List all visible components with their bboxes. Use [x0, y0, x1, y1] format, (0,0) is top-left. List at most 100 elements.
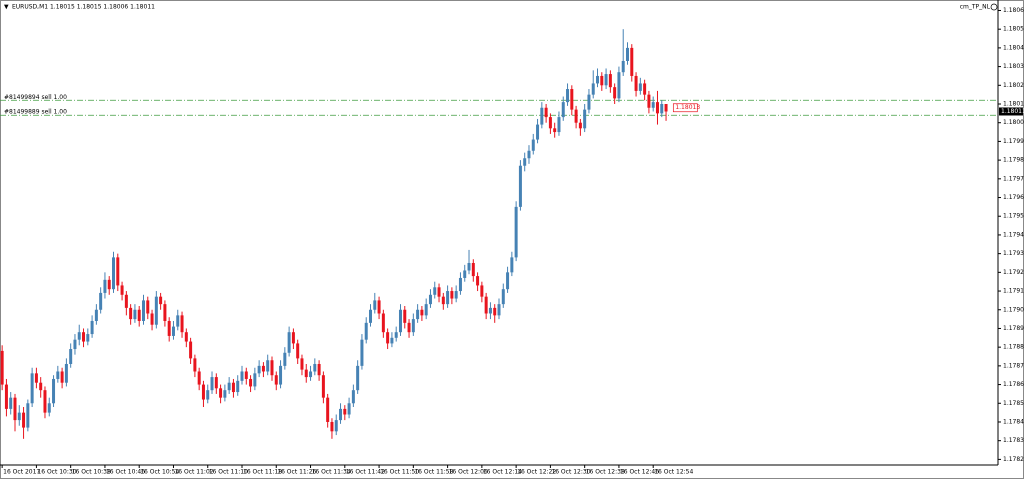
- y-tick-label: 1.17975: [1003, 175, 1024, 182]
- x-tick-label: 16 Oct 11:42: [346, 469, 385, 476]
- y-tick-label: 1.18065: [1003, 7, 1024, 14]
- candle-body: [561, 102, 565, 118]
- candle-body: [223, 390, 227, 398]
- candle-body: [403, 309, 407, 323]
- x-tick-label: 16 Oct 10:54: [140, 469, 179, 476]
- candle-body: [484, 296, 488, 314]
- candle-body: [99, 292, 103, 310]
- candle-body: [634, 75, 638, 91]
- y-tick-label: 1.17985: [1003, 157, 1024, 164]
- candle-body: [253, 373, 257, 387]
- candle-body: [446, 291, 450, 305]
- candle-body: [60, 371, 64, 383]
- candle-body: [536, 124, 540, 140]
- candle-body: [420, 309, 424, 316]
- candle-body: [90, 320, 94, 335]
- close-icon[interactable]: [990, 3, 998, 11]
- y-tick-label: 1.17825: [1003, 456, 1024, 463]
- candle-body: [377, 300, 381, 314]
- candle-body: [180, 315, 184, 333]
- y-tick-label: 1.17995: [1003, 138, 1024, 145]
- y-tick-label: 1.17925: [1003, 269, 1024, 276]
- order-label: #81499894 sell 1.00: [4, 94, 67, 101]
- candle-body: [463, 270, 467, 278]
- candle-body: [544, 107, 548, 118]
- candle-body: [630, 47, 634, 76]
- candle-body: [407, 322, 411, 333]
- candle-body: [163, 304, 167, 321]
- candle-body: [94, 309, 98, 321]
- candle-body: [608, 74, 612, 88]
- candle-body: [566, 89, 570, 103]
- candle-body: [167, 320, 171, 336]
- candle-body: [231, 382, 235, 393]
- candle-body: [411, 319, 415, 333]
- candle-body: [86, 334, 90, 342]
- candle-body: [261, 365, 265, 372]
- candle-body: [300, 358, 304, 370]
- candle-body: [578, 122, 582, 129]
- candle-body: [124, 294, 128, 308]
- candle-body: [647, 94, 651, 108]
- candle-body: [249, 378, 253, 387]
- y-tick-label: 1.18015: [1003, 101, 1024, 108]
- candle-body: [531, 139, 535, 151]
- candle-body: [591, 83, 595, 95]
- candle-body: [570, 89, 574, 110]
- candle-body: [339, 408, 343, 421]
- x-tick-label: 16 Oct 12:14: [483, 469, 522, 476]
- candle-body: [56, 371, 60, 379]
- candle-body: [497, 304, 501, 316]
- y-tick-label: 1.17905: [1003, 306, 1024, 313]
- menu-arrow[interactable]: ▼: [4, 4, 9, 11]
- candle-body: [112, 257, 116, 290]
- y-tick-label: 1.17945: [1003, 231, 1024, 238]
- candle-body: [4, 384, 8, 409]
- candle-body: [356, 365, 360, 391]
- candle-body: [596, 75, 600, 84]
- candle-body: [22, 412, 26, 428]
- candle-body: [39, 382, 43, 391]
- x-tick-label: 16 Oct 10:38: [72, 469, 111, 476]
- candle-body: [103, 279, 107, 293]
- candle-body: [518, 165, 522, 207]
- candle-body: [13, 397, 17, 421]
- candle-body: [506, 272, 510, 290]
- y-tick-label: 1.18025: [1003, 82, 1024, 89]
- candle-body: [159, 296, 163, 305]
- candle-body: [321, 375, 325, 398]
- candle-body: [450, 291, 454, 299]
- x-tick-label: 16 Oct 2017: [3, 469, 40, 476]
- candle-body: [488, 307, 492, 314]
- x-tick-label: 16 Oct 12:22: [517, 469, 556, 476]
- y-tick-label: 1.17885: [1003, 344, 1024, 351]
- candle-body: [428, 294, 432, 305]
- candle-body: [257, 365, 261, 374]
- candle-body: [655, 102, 659, 114]
- candle-body: [219, 388, 223, 398]
- y-tick-label: 1.17865: [1003, 381, 1024, 388]
- candle-body: [214, 377, 218, 389]
- candle-body: [266, 360, 270, 372]
- candle-body: [454, 291, 458, 299]
- candle-body: [390, 337, 394, 344]
- candle-body: [30, 373, 34, 404]
- candle-body: [244, 371, 248, 379]
- y-tick-label: 1.18055: [1003, 26, 1024, 33]
- candle-body: [638, 83, 642, 91]
- candle-body: [69, 349, 73, 364]
- candle-body: [651, 102, 655, 108]
- candle-body: [313, 363, 317, 372]
- candle-body: [227, 382, 231, 391]
- candle-body: [47, 403, 51, 413]
- candle-body: [548, 117, 552, 129]
- candle-body: [360, 339, 364, 366]
- candle-body: [583, 109, 587, 129]
- candle-body: [317, 363, 321, 376]
- candle-body: [82, 332, 86, 342]
- candle-body: [274, 375, 278, 385]
- candle-body: [150, 313, 154, 325]
- candle-body: [643, 83, 647, 95]
- candle-body: [201, 384, 205, 400]
- candle-body: [467, 262, 471, 271]
